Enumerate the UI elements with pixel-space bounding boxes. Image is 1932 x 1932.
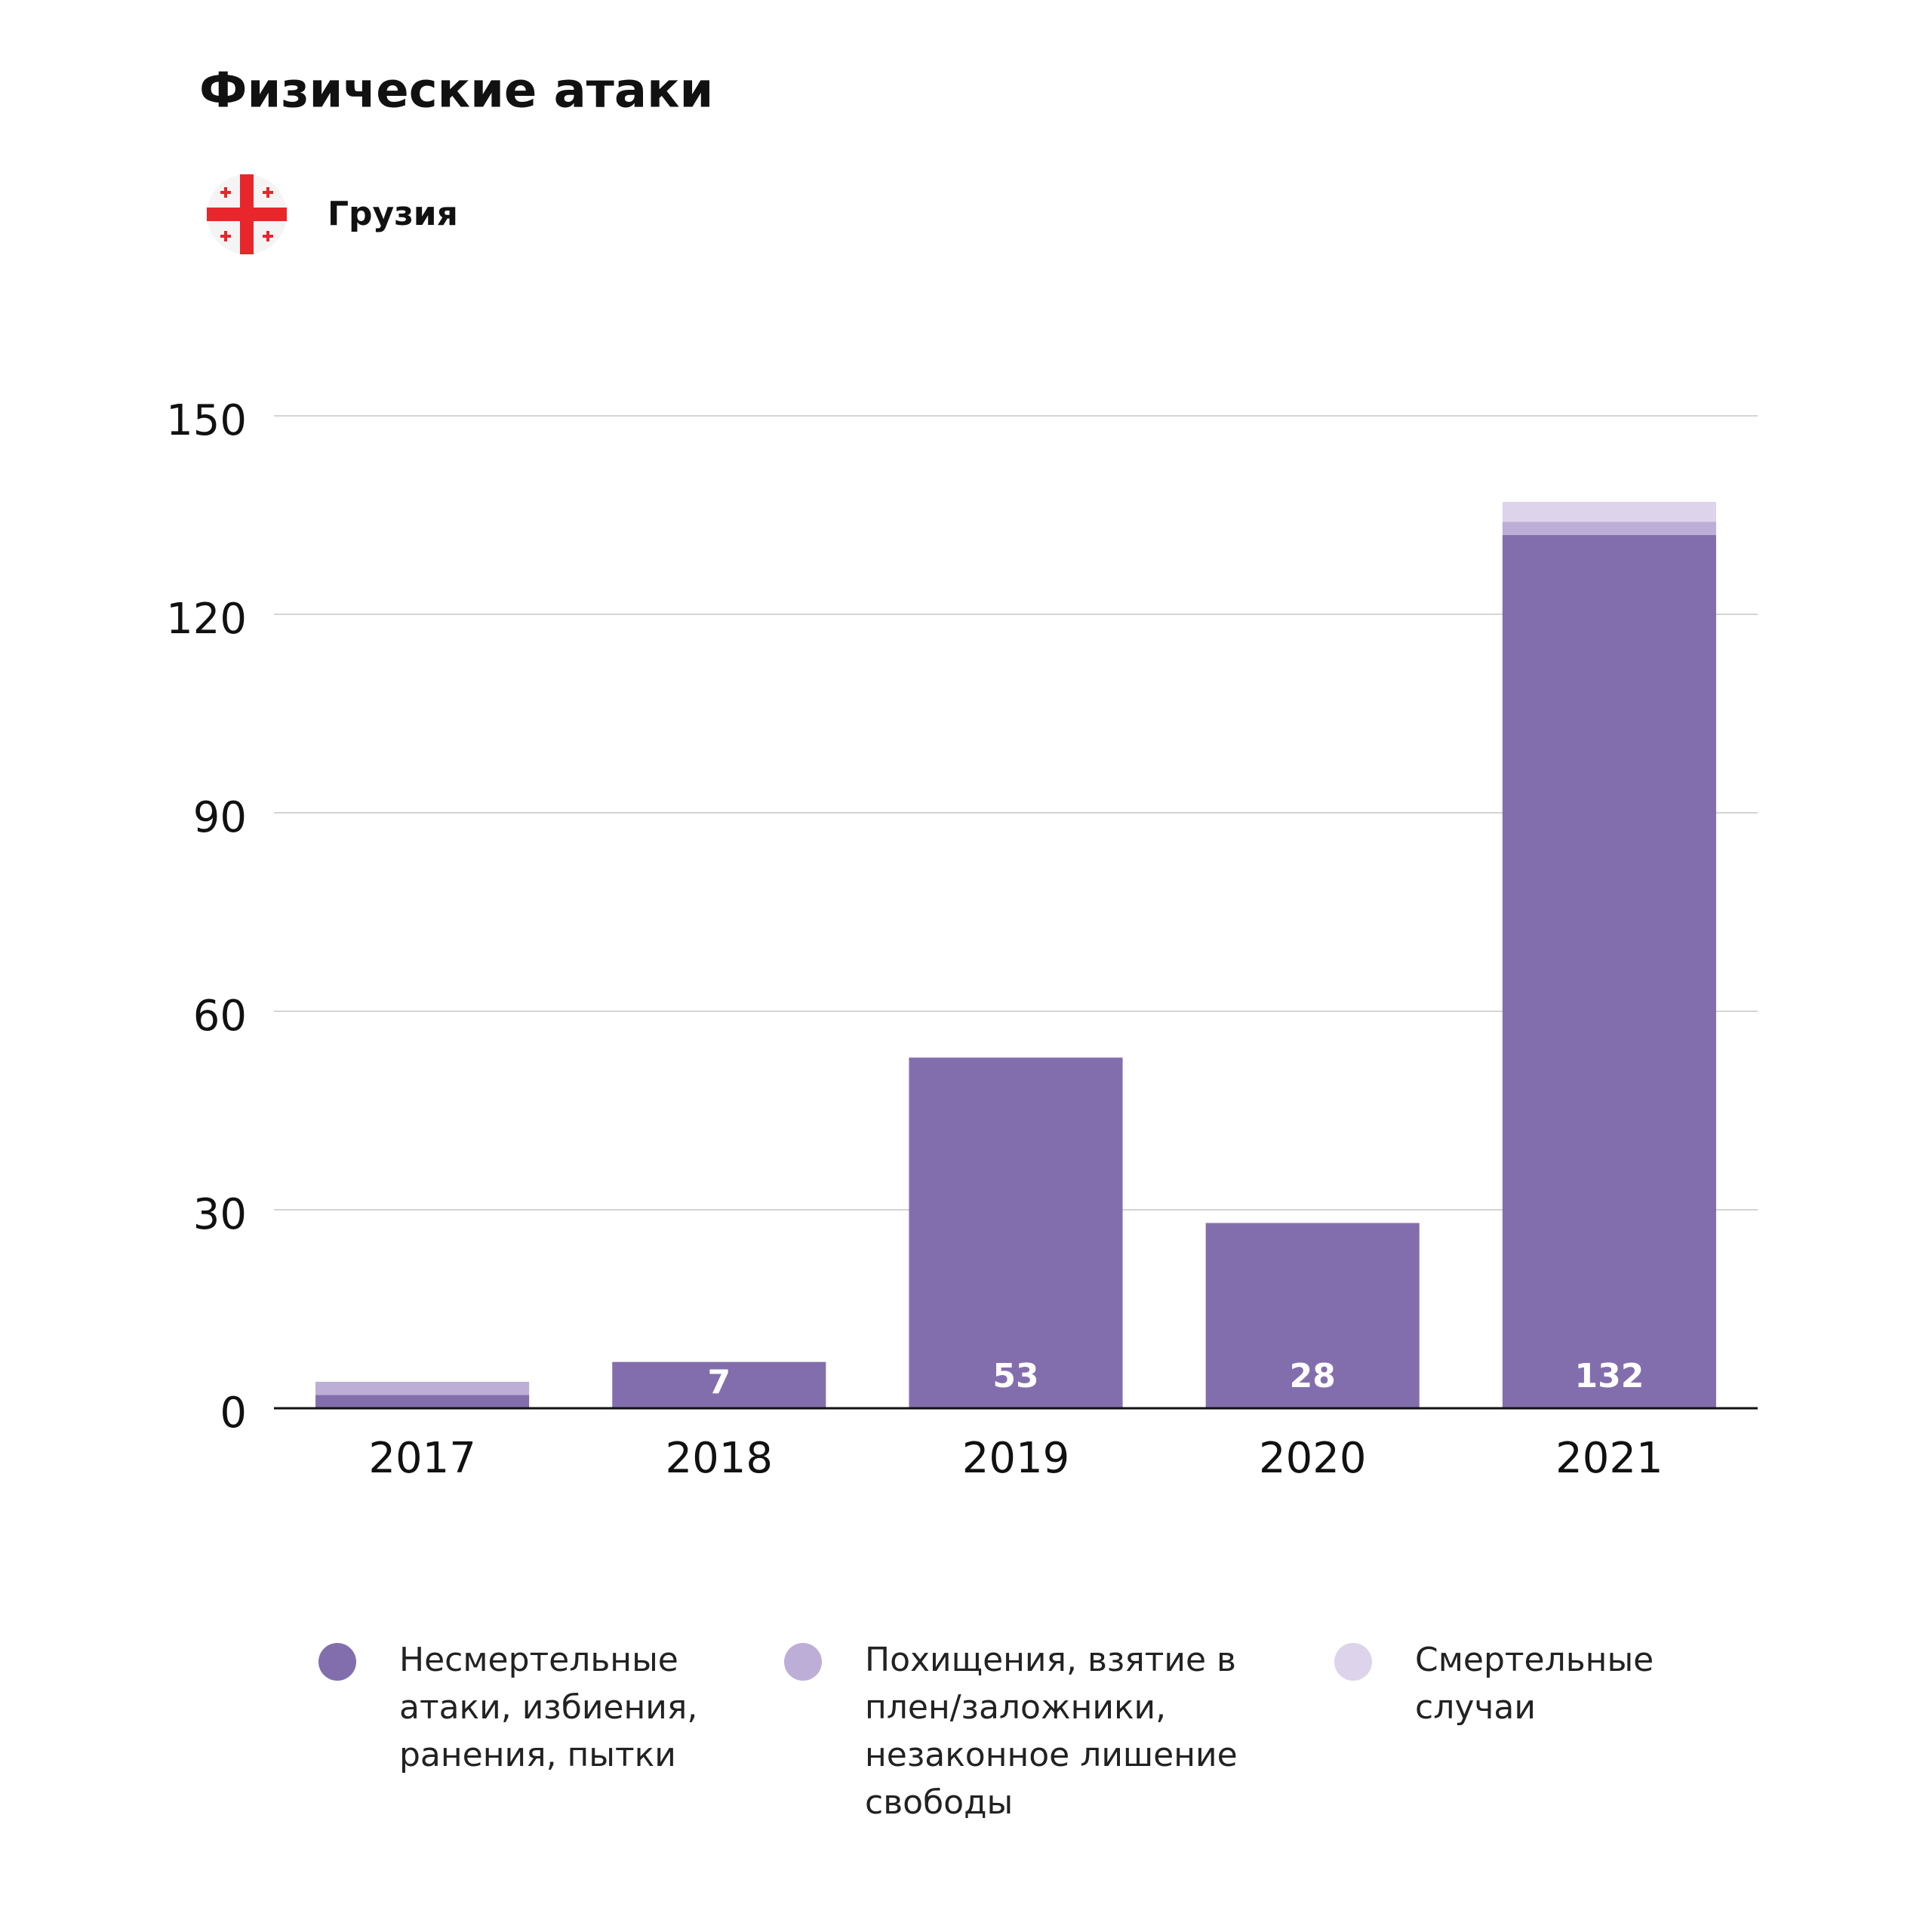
bar-segment xyxy=(1502,521,1716,535)
bar-segment xyxy=(315,1395,530,1408)
x-tick-label: 2017 xyxy=(368,1434,476,1483)
bar-segment xyxy=(612,1361,826,1408)
y-tick-label: 120 xyxy=(166,595,247,644)
bar-segment xyxy=(909,1057,1123,1408)
data-label: 7 xyxy=(707,1364,731,1402)
y-tick-label: 30 xyxy=(193,1190,247,1239)
legend-marker xyxy=(1334,1643,1372,1681)
x-tick-label: 2020 xyxy=(1259,1434,1367,1483)
legend-label: Похищения, взятие в плен/заложники, неза… xyxy=(865,1641,1238,1822)
legend-marker xyxy=(784,1643,822,1681)
legend-label: Смертельные случаи xyxy=(1415,1641,1654,1727)
legend-label: Несмертельные атаки, избиения, ранения, … xyxy=(399,1641,698,1774)
bar-segment xyxy=(1502,501,1716,522)
data-label: 53 xyxy=(992,1357,1038,1395)
legend-label-box: Похищения, взятие в плен/заложники, неза… xyxy=(865,1641,1238,1822)
subtitle: Грузия xyxy=(328,195,458,233)
legend-label-box: Смертельные случаи xyxy=(1415,1641,1654,1727)
legend-label-box: Несмертельные атаки, избиения, ранения, … xyxy=(399,1641,698,1774)
x-tick-label: 2021 xyxy=(1555,1434,1663,1483)
y-tick-label: 90 xyxy=(193,793,247,842)
y-tick-label: 0 xyxy=(220,1389,247,1438)
y-tick-label: 60 xyxy=(193,992,247,1041)
x-tick-label: 2018 xyxy=(666,1434,774,1483)
flag xyxy=(207,174,287,254)
bar-segment xyxy=(1502,534,1716,1408)
bar-segment xyxy=(1205,1223,1420,1408)
x-tick-label: 2019 xyxy=(962,1434,1070,1483)
chart-title: Физические атаки xyxy=(199,63,713,119)
y-tick-label: 150 xyxy=(166,396,247,445)
legend-marker xyxy=(318,1643,356,1681)
bar-segment xyxy=(315,1381,530,1395)
data-label: 132 xyxy=(1574,1357,1644,1395)
data-label: 28 xyxy=(1290,1357,1336,1395)
